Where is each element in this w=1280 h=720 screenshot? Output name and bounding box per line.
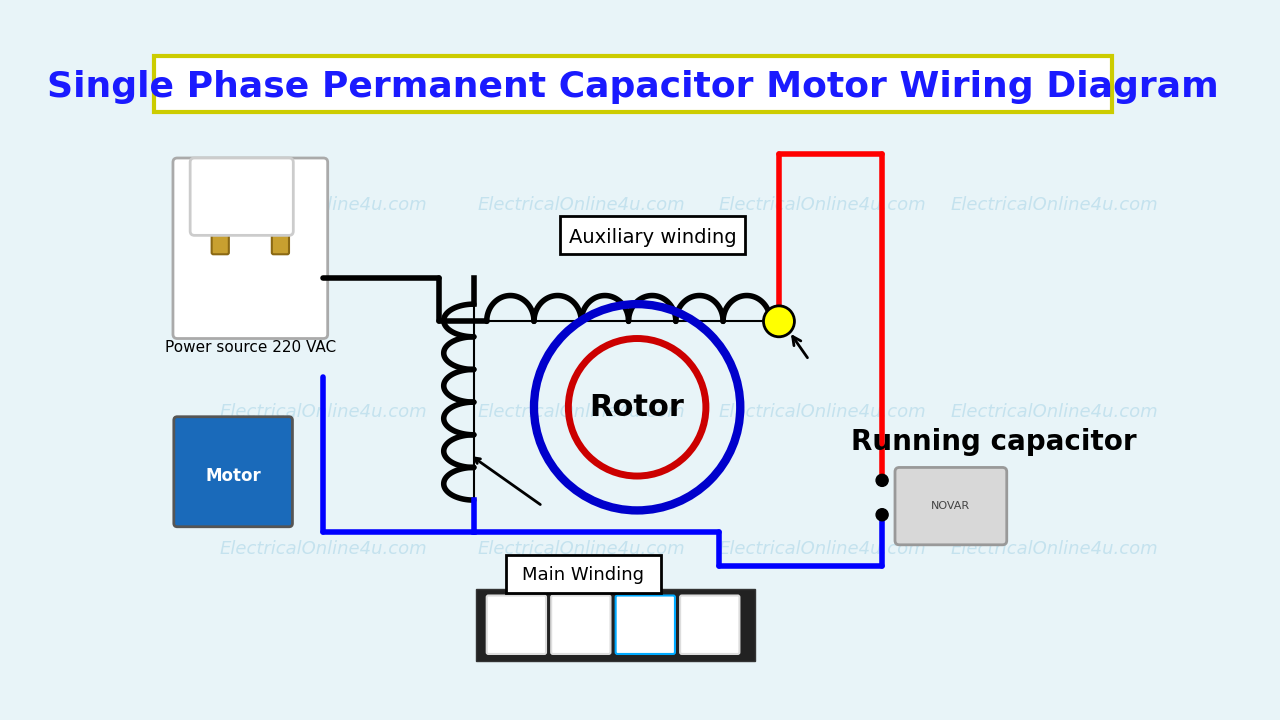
Text: ElectricalOnline4u.com: ElectricalOnline4u.com <box>950 402 1158 420</box>
FancyBboxPatch shape <box>559 217 745 254</box>
Text: ElectricalOnline4u.com: ElectricalOnline4u.com <box>220 197 428 215</box>
Circle shape <box>763 306 795 337</box>
FancyBboxPatch shape <box>191 158 293 235</box>
FancyBboxPatch shape <box>154 55 1111 112</box>
Text: ElectricalOnline4u.com: ElectricalOnline4u.com <box>477 402 685 420</box>
FancyBboxPatch shape <box>271 212 289 254</box>
FancyBboxPatch shape <box>173 158 328 338</box>
FancyBboxPatch shape <box>506 555 662 593</box>
Circle shape <box>876 474 888 486</box>
Text: NOVAR: NOVAR <box>932 501 970 511</box>
Text: Single Phase Permanent Capacitor Motor Wiring Diagram: Single Phase Permanent Capacitor Motor W… <box>47 70 1219 104</box>
Text: Main Winding: Main Winding <box>522 566 644 584</box>
FancyBboxPatch shape <box>486 595 547 654</box>
Text: ElectricalOnline4u.com: ElectricalOnline4u.com <box>718 540 925 558</box>
Text: Auxiliary winding: Auxiliary winding <box>568 228 736 248</box>
FancyBboxPatch shape <box>242 178 259 220</box>
Text: Power source 220 VAC: Power source 220 VAC <box>165 340 335 355</box>
FancyBboxPatch shape <box>616 595 675 654</box>
FancyBboxPatch shape <box>174 417 292 527</box>
Text: Running capacitor: Running capacitor <box>851 428 1137 456</box>
Text: ElectricalOnline4u.com: ElectricalOnline4u.com <box>718 402 925 420</box>
Circle shape <box>876 509 888 521</box>
Text: Motor: Motor <box>205 467 261 485</box>
FancyBboxPatch shape <box>211 212 229 254</box>
Text: ElectricalOnline4u.com: ElectricalOnline4u.com <box>220 402 428 420</box>
Text: ElectricalOnline4u.com: ElectricalOnline4u.com <box>718 197 925 215</box>
FancyBboxPatch shape <box>552 595 611 654</box>
Text: ElectricalOnline4u.com: ElectricalOnline4u.com <box>477 197 685 215</box>
Text: ElectricalOnline4u.com: ElectricalOnline4u.com <box>950 197 1158 215</box>
FancyBboxPatch shape <box>895 467 1007 545</box>
Text: ElectricalOnline4u.com: ElectricalOnline4u.com <box>477 540 685 558</box>
Text: ElectricalOnline4u.com: ElectricalOnline4u.com <box>220 540 428 558</box>
Text: ElectricalOnline4u.com: ElectricalOnline4u.com <box>950 540 1158 558</box>
FancyBboxPatch shape <box>680 595 740 654</box>
FancyBboxPatch shape <box>476 589 755 661</box>
Text: Rotor: Rotor <box>590 393 685 422</box>
